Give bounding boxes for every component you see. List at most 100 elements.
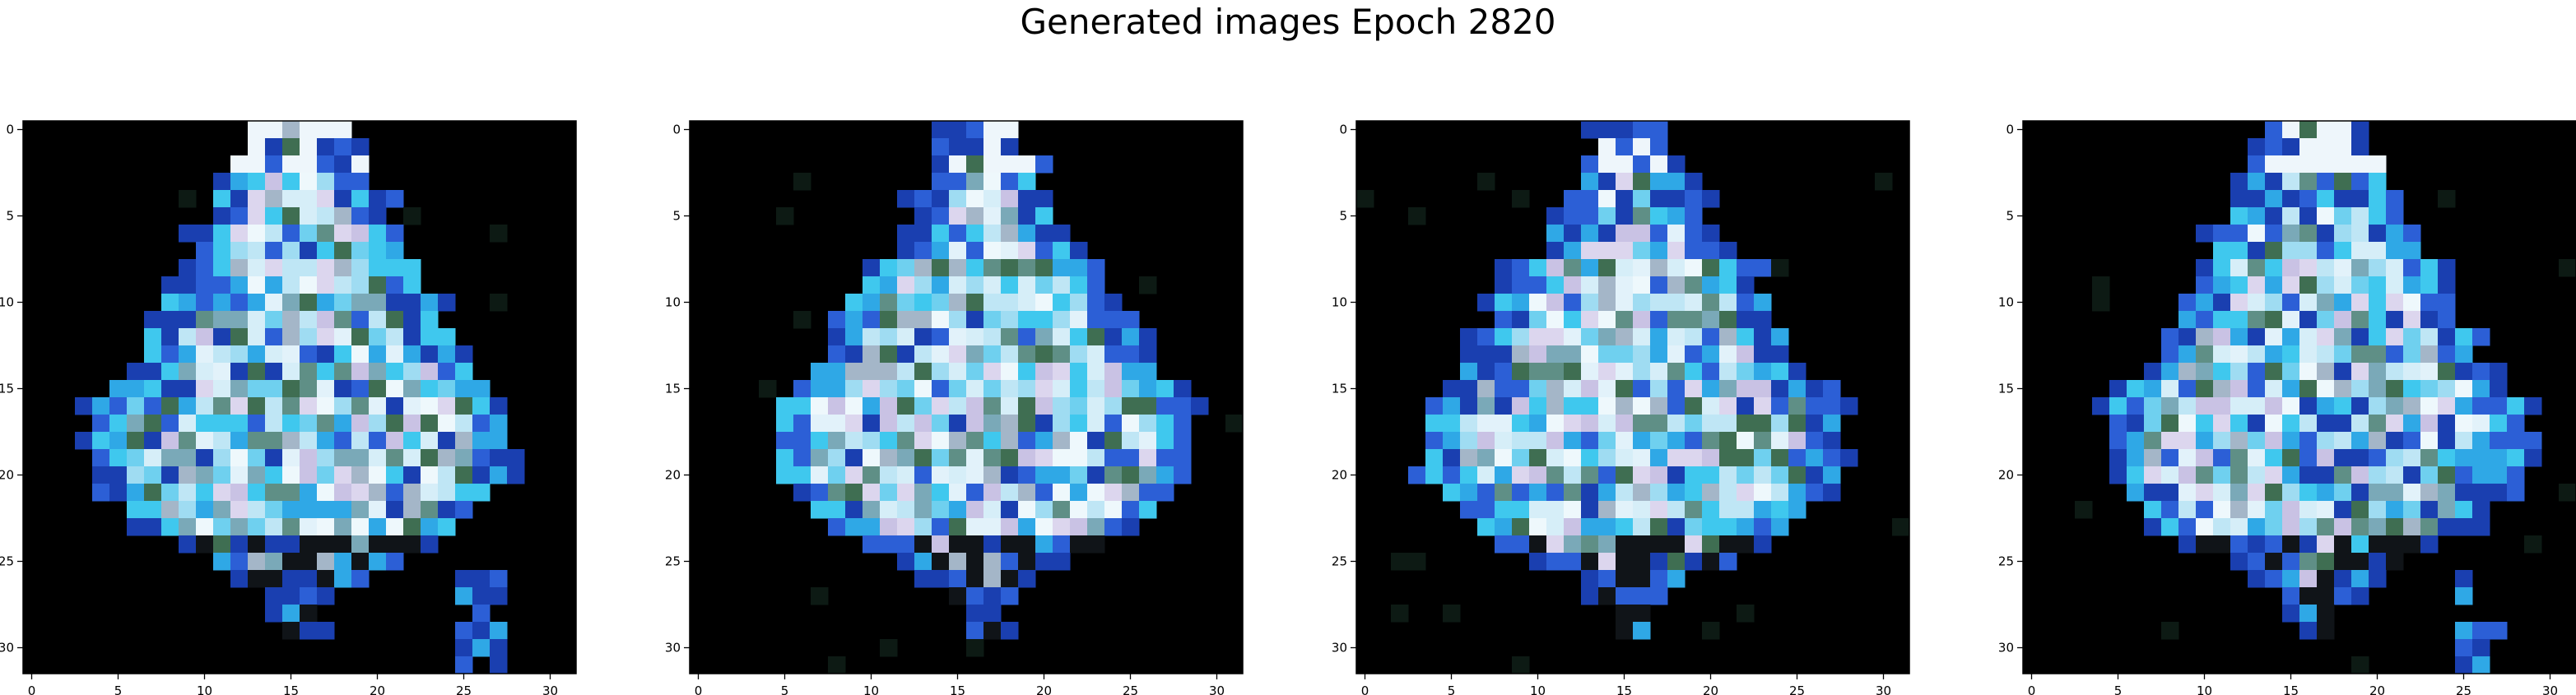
pixel xyxy=(2265,225,2283,243)
pixel xyxy=(317,138,335,156)
pixel xyxy=(1035,432,1053,450)
pixel xyxy=(144,466,162,484)
pixel xyxy=(1512,311,1530,329)
pixel xyxy=(966,363,984,381)
pixel xyxy=(507,466,525,484)
pixel xyxy=(1053,432,1071,450)
pixel xyxy=(1512,276,1530,294)
pixel xyxy=(2317,242,2335,260)
pixel xyxy=(1564,363,1582,381)
pixel xyxy=(490,225,508,243)
pixel xyxy=(983,622,1002,640)
pixel xyxy=(265,155,283,174)
pixel xyxy=(983,501,1002,519)
pixel xyxy=(1087,276,1105,294)
pixel xyxy=(1806,449,1824,467)
pixel xyxy=(75,397,93,415)
pixel xyxy=(472,466,491,484)
pixel xyxy=(1771,484,1789,502)
pixel xyxy=(2351,484,2369,502)
pixel xyxy=(127,397,145,415)
pixel xyxy=(2420,397,2439,415)
pixel xyxy=(2334,553,2352,571)
pixel xyxy=(265,190,283,208)
pixel xyxy=(1070,380,1088,398)
pixel xyxy=(1477,363,1495,381)
pixel xyxy=(1806,380,1824,398)
pixel xyxy=(2265,466,2283,484)
pixel xyxy=(386,294,404,312)
pixel xyxy=(2299,345,2318,364)
pixel xyxy=(1598,535,1616,554)
pixel xyxy=(351,553,370,571)
pixel xyxy=(1512,501,1530,519)
pixel xyxy=(1018,397,1036,415)
pixel xyxy=(1070,397,1088,415)
x-tick-label: 15 xyxy=(2283,683,2299,695)
y-tick-label: 5 xyxy=(672,209,681,224)
pixel xyxy=(1460,397,1478,415)
pixel xyxy=(1139,345,1157,364)
pixel xyxy=(1425,449,1444,467)
pixel xyxy=(472,622,491,640)
pixel xyxy=(300,276,318,294)
pixel xyxy=(845,397,863,415)
pixel xyxy=(317,432,335,450)
pixel xyxy=(863,363,881,381)
pixel xyxy=(1512,484,1530,502)
pixel xyxy=(351,415,370,433)
pixel xyxy=(1581,363,1599,381)
pixel xyxy=(2386,380,2404,398)
pixel xyxy=(914,311,932,329)
pixel xyxy=(2213,484,2231,502)
pixel xyxy=(1104,397,1123,415)
pixel xyxy=(2455,656,2473,674)
pixel xyxy=(1737,518,1755,536)
pixel xyxy=(2282,345,2300,364)
pixel xyxy=(230,501,249,519)
pixel xyxy=(490,432,508,450)
pixel xyxy=(1685,173,1703,191)
pixel xyxy=(897,518,915,536)
pixel xyxy=(472,449,491,467)
pixel xyxy=(1087,466,1105,484)
pixel xyxy=(845,311,863,329)
pixel xyxy=(2178,449,2197,467)
pixel xyxy=(213,432,231,450)
pixel xyxy=(2213,535,2231,554)
pixel xyxy=(1408,553,1426,571)
pixel xyxy=(2230,518,2248,536)
pixel xyxy=(144,328,162,346)
pixel xyxy=(2490,622,2508,640)
pixel xyxy=(2455,622,2473,640)
pixel xyxy=(351,518,370,536)
pixel xyxy=(1788,466,1806,484)
pixel xyxy=(914,415,932,433)
pixel xyxy=(2420,432,2439,450)
pixel xyxy=(2213,345,2231,364)
pixel xyxy=(282,155,300,174)
pixel xyxy=(2420,535,2439,554)
pixel xyxy=(2403,294,2421,312)
pixel xyxy=(1702,466,1720,484)
pixel xyxy=(1581,501,1599,519)
pixel xyxy=(2351,466,2369,484)
x-tick-label: 30 xyxy=(1209,683,1225,695)
pixel xyxy=(265,363,283,381)
pixel xyxy=(2472,328,2490,346)
pixel xyxy=(1685,518,1703,536)
pixel xyxy=(2299,207,2318,225)
pixel xyxy=(2403,484,2421,502)
pixel xyxy=(1616,328,1634,346)
pixel xyxy=(932,380,950,398)
pixel xyxy=(1616,570,1634,588)
pixel xyxy=(2369,518,2387,536)
pixel xyxy=(317,518,335,536)
pixel xyxy=(983,242,1002,260)
pixel xyxy=(2351,121,2369,139)
pixel xyxy=(317,207,335,225)
pixel xyxy=(2248,259,2266,277)
pixel xyxy=(2178,415,2197,433)
pixel xyxy=(793,173,811,191)
